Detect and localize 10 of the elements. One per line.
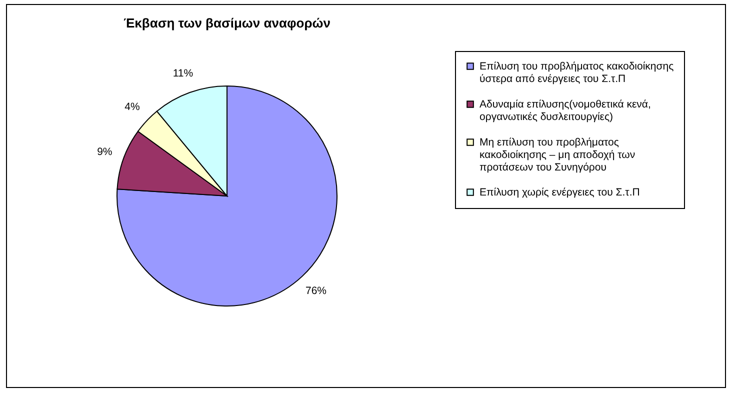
chart-title: Έκβαση των βασίμων αναφορών bbox=[124, 16, 330, 30]
legend-label: Επίλυση του προβλήματος κακοδιοίκησης ύστερα από ενέργειες του Σ.τ.Π bbox=[480, 60, 674, 85]
data-label: 4% bbox=[124, 101, 140, 114]
pie-slice bbox=[116, 86, 338, 306]
data-label: 76% bbox=[305, 284, 326, 297]
data-label: 9% bbox=[97, 146, 112, 158]
legend-label: Επίλυση χωρίς ενέργειες του Σ.τ.Π bbox=[480, 186, 640, 198]
data-label: 11% bbox=[172, 68, 194, 80]
legend-label: Μη επίλυση του προβλήματος κακοδιοίκησης – μη αποδοχή των προτάσεων του Συνηγόρου bbox=[480, 136, 636, 174]
legend-label: Αδυναμία επίλυσης(νομοθετικά κενά, οργανωτικές δυσλειτουργίες) bbox=[480, 98, 651, 123]
